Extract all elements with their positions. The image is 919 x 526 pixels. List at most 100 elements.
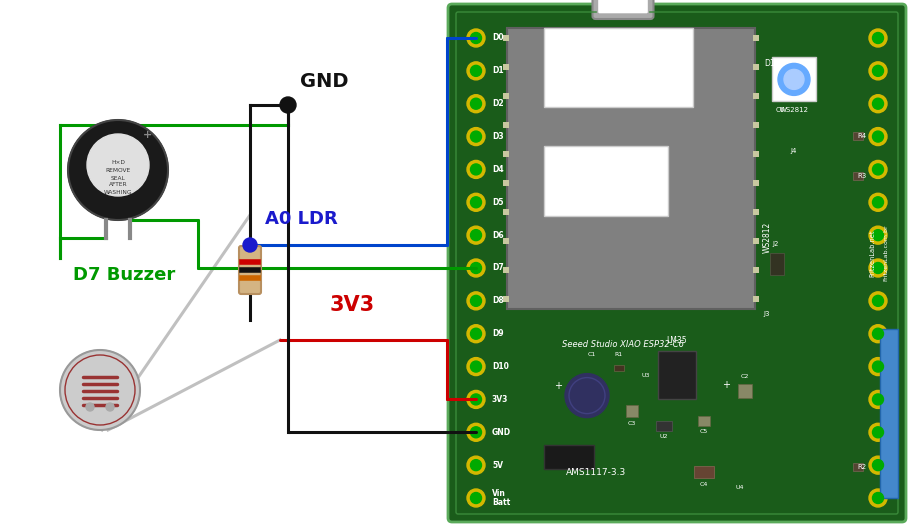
- Text: U3: U3: [641, 373, 650, 378]
- Text: R3: R3: [857, 173, 866, 179]
- Text: U2: U2: [659, 434, 668, 439]
- Text: FritzenLab.com.br: FritzenLab.com.br: [884, 225, 889, 281]
- Text: GND: GND: [300, 72, 348, 91]
- Text: D6: D6: [492, 230, 504, 240]
- Circle shape: [467, 292, 485, 310]
- Circle shape: [784, 69, 804, 89]
- Text: D3: D3: [492, 132, 504, 141]
- Circle shape: [471, 164, 482, 175]
- Circle shape: [869, 193, 887, 211]
- Circle shape: [872, 164, 883, 175]
- Circle shape: [471, 296, 482, 306]
- Circle shape: [869, 226, 887, 244]
- Circle shape: [869, 325, 887, 343]
- Text: WS2812: WS2812: [779, 107, 809, 114]
- Circle shape: [872, 427, 883, 438]
- Bar: [753, 296, 758, 301]
- Bar: [753, 151, 758, 157]
- Bar: [544, 445, 594, 469]
- Text: WASHING: WASHING: [104, 189, 132, 195]
- Bar: [738, 383, 752, 398]
- Bar: [853, 463, 863, 471]
- Circle shape: [869, 29, 887, 47]
- Circle shape: [869, 128, 887, 146]
- FancyBboxPatch shape: [593, 0, 653, 19]
- Circle shape: [467, 390, 485, 408]
- Circle shape: [471, 197, 482, 208]
- Bar: [753, 64, 758, 70]
- Bar: [544, 28, 693, 107]
- Bar: [503, 93, 509, 99]
- Text: C3: C3: [628, 421, 636, 426]
- Text: R1: R1: [615, 352, 622, 357]
- Circle shape: [471, 65, 482, 76]
- Bar: [753, 93, 758, 99]
- Bar: [853, 173, 863, 180]
- Text: GND: GND: [492, 428, 511, 437]
- Text: REMOVE: REMOVE: [106, 168, 130, 174]
- Text: C5: C5: [700, 429, 709, 434]
- Text: D7 Buzzer: D7 Buzzer: [73, 266, 176, 284]
- Bar: [503, 209, 509, 215]
- Text: U4: U4: [736, 485, 744, 490]
- Bar: [753, 238, 758, 244]
- FancyBboxPatch shape: [448, 4, 906, 522]
- Bar: [503, 267, 509, 272]
- Bar: [655, 421, 672, 431]
- Circle shape: [872, 394, 883, 405]
- Bar: [503, 238, 509, 244]
- Circle shape: [106, 403, 114, 411]
- Circle shape: [778, 64, 810, 95]
- Circle shape: [467, 489, 485, 507]
- Text: D8: D8: [492, 296, 504, 306]
- Text: A0 LDR: A0 LDR: [265, 210, 338, 228]
- Circle shape: [467, 62, 485, 80]
- Bar: [880, 329, 898, 498]
- Circle shape: [87, 134, 149, 196]
- Bar: [753, 35, 758, 41]
- Text: C4: C4: [699, 482, 709, 487]
- Text: C1: C1: [587, 352, 596, 357]
- Circle shape: [872, 98, 883, 109]
- Text: D2: D2: [492, 99, 504, 108]
- Text: D5: D5: [492, 198, 504, 207]
- Circle shape: [869, 456, 887, 474]
- Text: R2: R2: [857, 464, 866, 470]
- Text: D1: D1: [492, 66, 504, 75]
- Text: LM35: LM35: [666, 336, 687, 345]
- Bar: [853, 132, 863, 139]
- Circle shape: [872, 197, 883, 208]
- Circle shape: [872, 460, 883, 471]
- Text: J4: J4: [791, 148, 797, 154]
- Circle shape: [869, 292, 887, 310]
- Circle shape: [872, 33, 883, 44]
- Text: 3V3: 3V3: [330, 295, 375, 315]
- Bar: [503, 64, 509, 70]
- Text: FritzenLab.net: FritzenLab.net: [869, 229, 876, 277]
- Circle shape: [471, 131, 482, 142]
- Circle shape: [869, 259, 887, 277]
- Circle shape: [872, 230, 883, 240]
- Text: C6: C6: [776, 107, 785, 113]
- Bar: [753, 122, 758, 128]
- Text: Vin
Batt: Vin Batt: [492, 489, 510, 507]
- Circle shape: [467, 160, 485, 178]
- Circle shape: [280, 97, 296, 113]
- Circle shape: [471, 328, 482, 339]
- Circle shape: [467, 325, 485, 343]
- Bar: [503, 122, 509, 128]
- Circle shape: [471, 460, 482, 471]
- Text: D1: D1: [764, 59, 775, 68]
- Circle shape: [467, 259, 485, 277]
- Circle shape: [471, 394, 482, 405]
- Circle shape: [872, 262, 883, 274]
- Circle shape: [872, 296, 883, 306]
- Circle shape: [869, 423, 887, 441]
- Text: D0: D0: [492, 34, 504, 43]
- Text: +: +: [722, 380, 731, 390]
- Circle shape: [471, 262, 482, 274]
- Circle shape: [467, 193, 485, 211]
- Text: SEAL: SEAL: [110, 176, 125, 180]
- Bar: [503, 180, 509, 186]
- Text: H×D: H×D: [111, 160, 125, 166]
